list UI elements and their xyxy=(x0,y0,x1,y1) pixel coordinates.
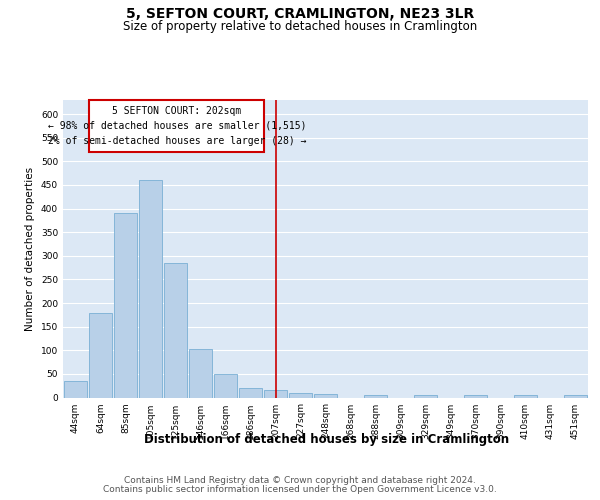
Text: 5, SEFTON COURT, CRAMLINGTON, NE23 3LR: 5, SEFTON COURT, CRAMLINGTON, NE23 3LR xyxy=(126,8,474,22)
Bar xyxy=(364,395,387,398)
FancyBboxPatch shape xyxy=(89,100,264,152)
Bar xyxy=(64,381,87,398)
Bar xyxy=(314,394,337,398)
Text: Size of property relative to detached houses in Cramlington: Size of property relative to detached ho… xyxy=(123,20,477,33)
Bar xyxy=(189,350,212,398)
Text: 5 SEFTON COURT: 202sqm
← 98% of detached houses are smaller (1,515)
2% of semi-d: 5 SEFTON COURT: 202sqm ← 98% of detached… xyxy=(47,106,306,146)
Bar xyxy=(139,180,162,398)
Bar xyxy=(114,214,137,398)
Bar xyxy=(564,395,587,398)
Bar xyxy=(464,395,487,398)
Text: Contains HM Land Registry data © Crown copyright and database right 2024.: Contains HM Land Registry data © Crown c… xyxy=(124,476,476,485)
Bar xyxy=(164,263,187,398)
Bar xyxy=(89,312,112,398)
Bar xyxy=(289,393,312,398)
Y-axis label: Number of detached properties: Number of detached properties xyxy=(25,166,35,331)
Bar xyxy=(264,390,287,398)
Text: Distribution of detached houses by size in Cramlington: Distribution of detached houses by size … xyxy=(145,432,509,446)
Bar xyxy=(414,395,437,398)
Bar xyxy=(214,374,237,398)
Bar xyxy=(514,395,537,398)
Bar xyxy=(239,388,262,398)
Text: Contains public sector information licensed under the Open Government Licence v3: Contains public sector information licen… xyxy=(103,485,497,494)
